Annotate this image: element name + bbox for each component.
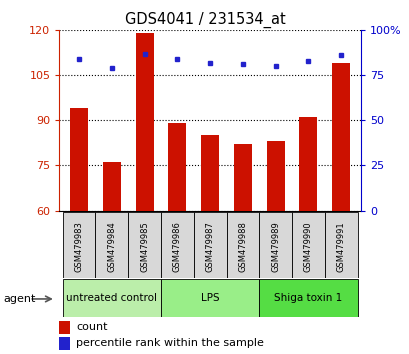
Bar (324, 212, 357, 278)
Bar (201, 135, 218, 211)
Text: GDS4041 / 231534_at: GDS4041 / 231534_at (124, 11, 285, 28)
Bar (193, 212, 226, 278)
Text: Shiga toxin 1: Shiga toxin 1 (274, 293, 342, 303)
Text: GSM479986: GSM479986 (173, 221, 182, 272)
Bar (128, 212, 161, 278)
Text: agent: agent (3, 294, 36, 304)
Text: GSM479987: GSM479987 (205, 221, 214, 272)
Bar (266, 141, 284, 211)
Bar (63, 279, 161, 317)
Bar (161, 279, 258, 317)
Bar (103, 162, 121, 211)
Bar (226, 212, 258, 278)
Text: GSM479988: GSM479988 (238, 221, 247, 272)
Text: GSM479983: GSM479983 (74, 221, 83, 272)
Text: GSM479984: GSM479984 (107, 221, 116, 272)
Bar (70, 108, 88, 211)
Text: LPS: LPS (200, 293, 219, 303)
Bar (331, 63, 349, 211)
Bar (291, 212, 324, 278)
Text: GSM479990: GSM479990 (303, 221, 312, 272)
Bar (59, 337, 70, 350)
Bar (258, 212, 291, 278)
Text: untreated control: untreated control (66, 293, 157, 303)
Bar (135, 33, 153, 211)
Bar (233, 144, 251, 211)
Text: count: count (76, 322, 107, 332)
Bar (161, 212, 193, 278)
Bar (95, 212, 128, 278)
Bar (258, 279, 357, 317)
Text: GSM479991: GSM479991 (336, 221, 345, 272)
Text: percentile rank within the sample: percentile rank within the sample (76, 338, 263, 348)
Bar (63, 212, 95, 278)
Text: GSM479989: GSM479989 (270, 221, 279, 272)
Text: GSM479985: GSM479985 (140, 221, 149, 272)
Bar (299, 118, 317, 211)
Bar (59, 321, 70, 334)
Bar (168, 123, 186, 211)
